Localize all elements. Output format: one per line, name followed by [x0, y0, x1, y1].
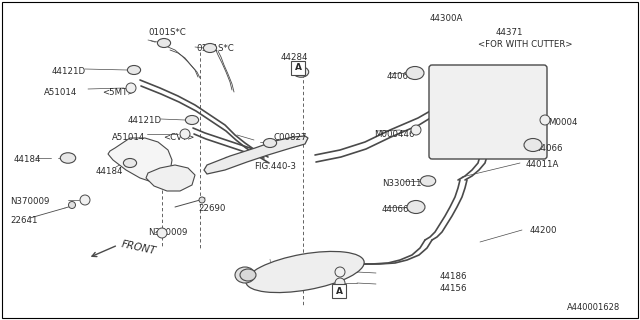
- Text: A51014: A51014: [112, 133, 145, 142]
- Ellipse shape: [235, 267, 255, 283]
- Ellipse shape: [240, 269, 256, 281]
- Text: A51014: A51014: [44, 88, 77, 97]
- Text: 22641: 22641: [10, 216, 38, 225]
- Polygon shape: [146, 165, 195, 191]
- Ellipse shape: [204, 44, 216, 52]
- FancyBboxPatch shape: [429, 65, 547, 159]
- Bar: [291, 61, 305, 75]
- Text: 44066: 44066: [382, 205, 410, 214]
- Ellipse shape: [406, 67, 424, 79]
- Text: 44156: 44156: [440, 284, 467, 293]
- Text: 44186: 44186: [440, 272, 467, 281]
- Text: 0101S*C: 0101S*C: [196, 44, 234, 53]
- Ellipse shape: [124, 158, 136, 167]
- Ellipse shape: [157, 38, 171, 47]
- Text: 44284: 44284: [281, 53, 308, 62]
- Polygon shape: [204, 136, 308, 174]
- Bar: [332, 284, 346, 298]
- Text: <5MT>: <5MT>: [102, 88, 134, 97]
- Text: 44066: 44066: [536, 144, 563, 153]
- Ellipse shape: [524, 139, 542, 151]
- Text: 44121D: 44121D: [52, 67, 86, 76]
- Text: 44121D: 44121D: [128, 116, 162, 125]
- Ellipse shape: [60, 153, 76, 163]
- Text: <FOR WITH CUTTER>: <FOR WITH CUTTER>: [478, 40, 573, 49]
- Text: A: A: [294, 63, 301, 73]
- Text: N370009: N370009: [148, 228, 188, 237]
- Polygon shape: [108, 138, 172, 182]
- Text: A: A: [335, 286, 342, 295]
- Circle shape: [199, 197, 205, 203]
- Text: M0004: M0004: [548, 118, 577, 127]
- Ellipse shape: [246, 252, 364, 292]
- Text: 44200: 44200: [530, 226, 557, 235]
- Ellipse shape: [127, 66, 141, 75]
- Text: 44371: 44371: [496, 28, 524, 37]
- Circle shape: [335, 278, 345, 288]
- Text: FIG.440-3: FIG.440-3: [254, 162, 296, 171]
- Text: C00827: C00827: [274, 133, 307, 142]
- Text: 44066: 44066: [387, 72, 415, 81]
- Text: 22690: 22690: [198, 204, 225, 213]
- Circle shape: [540, 115, 550, 125]
- Text: N370009: N370009: [10, 197, 49, 206]
- Ellipse shape: [186, 116, 198, 124]
- Ellipse shape: [420, 176, 436, 186]
- Text: 44184: 44184: [96, 167, 124, 176]
- Circle shape: [80, 195, 90, 205]
- Circle shape: [180, 129, 190, 139]
- Text: N330011: N330011: [382, 179, 422, 188]
- Circle shape: [411, 125, 421, 135]
- Text: A440001628: A440001628: [567, 303, 620, 312]
- Text: FRONT: FRONT: [120, 239, 157, 257]
- Ellipse shape: [264, 139, 276, 148]
- Circle shape: [126, 83, 136, 93]
- Text: 44184: 44184: [14, 155, 42, 164]
- Ellipse shape: [407, 201, 425, 213]
- Text: <CVT>: <CVT>: [163, 133, 195, 142]
- Circle shape: [68, 202, 76, 209]
- Text: M000446: M000446: [374, 130, 415, 139]
- Text: 44300A: 44300A: [430, 14, 463, 23]
- Ellipse shape: [293, 67, 308, 77]
- Circle shape: [335, 267, 345, 277]
- Text: 0101S*C: 0101S*C: [148, 28, 186, 37]
- Text: 44011A: 44011A: [526, 160, 559, 169]
- Circle shape: [157, 228, 167, 238]
